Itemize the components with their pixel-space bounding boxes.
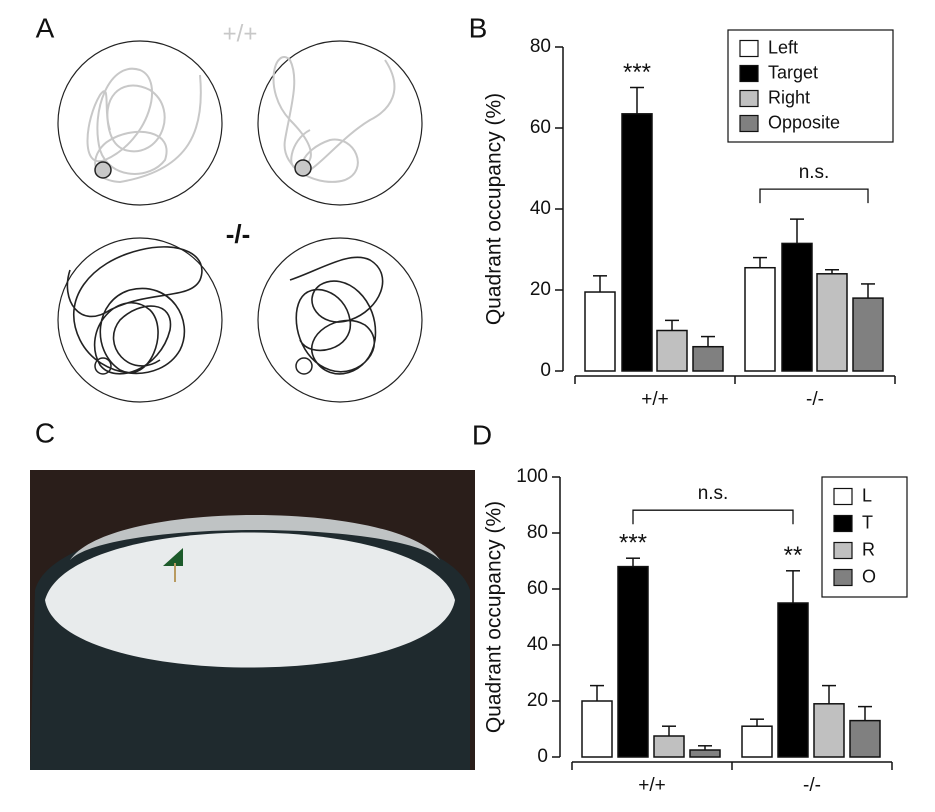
y-tick-label: 100 (516, 466, 548, 487)
legend-swatch (739, 114, 759, 133)
legend-label: O (862, 566, 876, 586)
bar (653, 735, 685, 758)
bar (617, 565, 649, 758)
x-tick-label: +/+ (638, 775, 665, 796)
x-tick-label: -/- (803, 775, 821, 796)
bar (581, 700, 613, 758)
panel-label: B (469, 12, 488, 43)
y-tick-label: 60 (530, 117, 551, 138)
bar (849, 719, 881, 758)
group-label: +/+ (223, 20, 258, 47)
panel-label: D (472, 419, 492, 450)
panel-label: A (36, 12, 55, 43)
y-tick-label: 20 (530, 279, 551, 300)
y-axis-label: Quadrant occupancy (%) (483, 93, 506, 325)
bar (744, 266, 776, 372)
bar (781, 242, 813, 372)
legend-label: L (862, 485, 872, 505)
y-tick-label: 40 (530, 198, 551, 219)
legend-swatch (833, 487, 853, 506)
photo (30, 470, 475, 770)
bar (741, 725, 773, 758)
significance: n.s. (799, 162, 830, 183)
y-tick-label: 20 (527, 690, 548, 711)
legend-swatch (833, 514, 853, 533)
legend-label: Opposite (768, 112, 840, 132)
y-tick-label: 0 (540, 360, 551, 381)
y-tick-label: 80 (530, 36, 551, 57)
legend-label: Left (768, 37, 798, 57)
legend-label: Target (768, 62, 818, 82)
bar (656, 329, 688, 372)
x-tick-label: -/- (806, 389, 824, 410)
significance: n.s. (698, 483, 729, 504)
significance: ** (784, 542, 803, 569)
bar (584, 291, 616, 372)
bar (777, 602, 809, 758)
y-tick-label: 0 (537, 746, 548, 767)
legend-swatch (739, 39, 759, 58)
legend-swatch (833, 541, 853, 560)
legend-label: R (862, 539, 875, 559)
significance: *** (619, 530, 647, 557)
y-axis-label: Quadrant occupancy (%) (483, 501, 506, 733)
group-label: -/- (226, 219, 251, 249)
legend-swatch (739, 89, 759, 108)
significance: *** (623, 59, 651, 86)
maze-tracks (57, 40, 423, 403)
bracket (632, 509, 794, 525)
bar (816, 273, 848, 372)
bar (621, 113, 653, 372)
bar (689, 749, 721, 758)
bar (692, 345, 724, 372)
legend-label: Right (768, 87, 810, 107)
bar (852, 297, 884, 372)
bar (813, 703, 845, 758)
panel-label: C (35, 417, 55, 448)
legend-swatch (739, 64, 759, 83)
legend-label: T (862, 512, 873, 532)
x-tick-label: +/+ (641, 389, 668, 410)
y-tick-label: 60 (527, 578, 548, 599)
y-tick-label: 40 (527, 634, 548, 655)
bracket (759, 188, 869, 204)
legend-swatch (833, 568, 853, 587)
y-tick-label: 80 (527, 522, 548, 543)
